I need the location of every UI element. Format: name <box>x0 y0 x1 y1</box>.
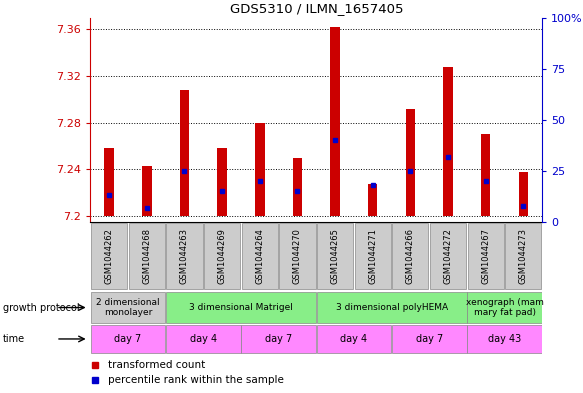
Bar <box>406 109 415 216</box>
Text: day 7: day 7 <box>265 334 292 344</box>
Bar <box>142 166 152 216</box>
Bar <box>166 223 202 289</box>
Bar <box>317 223 353 289</box>
Bar <box>104 149 114 216</box>
Bar <box>467 292 542 323</box>
Text: GSM1044265: GSM1044265 <box>331 228 340 285</box>
Text: GSM1044269: GSM1044269 <box>217 228 227 285</box>
Text: GSM1044263: GSM1044263 <box>180 228 189 285</box>
Text: GSM1044264: GSM1044264 <box>255 228 264 285</box>
Bar <box>255 123 265 216</box>
Bar <box>519 172 528 216</box>
Bar <box>91 292 166 323</box>
Text: GSM1044262: GSM1044262 <box>105 228 114 285</box>
Bar <box>392 223 429 289</box>
Bar <box>481 134 490 216</box>
Text: percentile rank within the sample: percentile rank within the sample <box>108 375 285 385</box>
Text: 3 dimensional Matrigel: 3 dimensional Matrigel <box>189 303 293 312</box>
Text: xenograph (mam
mary fat pad): xenograph (mam mary fat pad) <box>466 298 543 317</box>
Bar <box>241 325 316 353</box>
Text: transformed count: transformed count <box>108 360 206 370</box>
Text: GSM1044273: GSM1044273 <box>519 228 528 285</box>
Text: day 4: day 4 <box>189 334 217 344</box>
Bar <box>443 67 453 216</box>
Bar <box>354 223 391 289</box>
Text: GSM1044270: GSM1044270 <box>293 228 302 285</box>
Text: day 4: day 4 <box>340 334 367 344</box>
Bar <box>317 292 466 323</box>
Title: GDS5310 / ILMN_1657405: GDS5310 / ILMN_1657405 <box>230 2 403 15</box>
Bar <box>505 223 542 289</box>
Bar <box>217 149 227 216</box>
Bar <box>317 325 391 353</box>
Bar <box>91 223 127 289</box>
Bar <box>368 184 377 216</box>
Bar <box>468 223 504 289</box>
Bar <box>129 223 165 289</box>
Text: GSM1044272: GSM1044272 <box>444 228 452 285</box>
Text: day 7: day 7 <box>416 334 443 344</box>
Text: GSM1044268: GSM1044268 <box>142 228 152 285</box>
Bar <box>392 325 466 353</box>
Bar <box>467 325 542 353</box>
Bar <box>279 223 315 289</box>
Text: growth protocol: growth protocol <box>3 303 79 312</box>
Bar <box>242 223 278 289</box>
Bar <box>180 90 189 216</box>
Text: day 43: day 43 <box>488 334 521 344</box>
Bar <box>331 27 340 216</box>
Text: day 7: day 7 <box>114 334 142 344</box>
Bar <box>293 158 302 216</box>
Text: time: time <box>3 334 25 344</box>
Bar <box>166 325 241 353</box>
Text: GSM1044271: GSM1044271 <box>368 228 377 285</box>
Text: 3 dimensional polyHEMA: 3 dimensional polyHEMA <box>336 303 448 312</box>
Text: GSM1044266: GSM1044266 <box>406 228 415 285</box>
Bar <box>430 223 466 289</box>
Text: GSM1044267: GSM1044267 <box>481 228 490 285</box>
Bar <box>204 223 240 289</box>
Text: 2 dimensional
monolayer: 2 dimensional monolayer <box>96 298 160 317</box>
Bar <box>166 292 316 323</box>
Bar <box>91 325 166 353</box>
